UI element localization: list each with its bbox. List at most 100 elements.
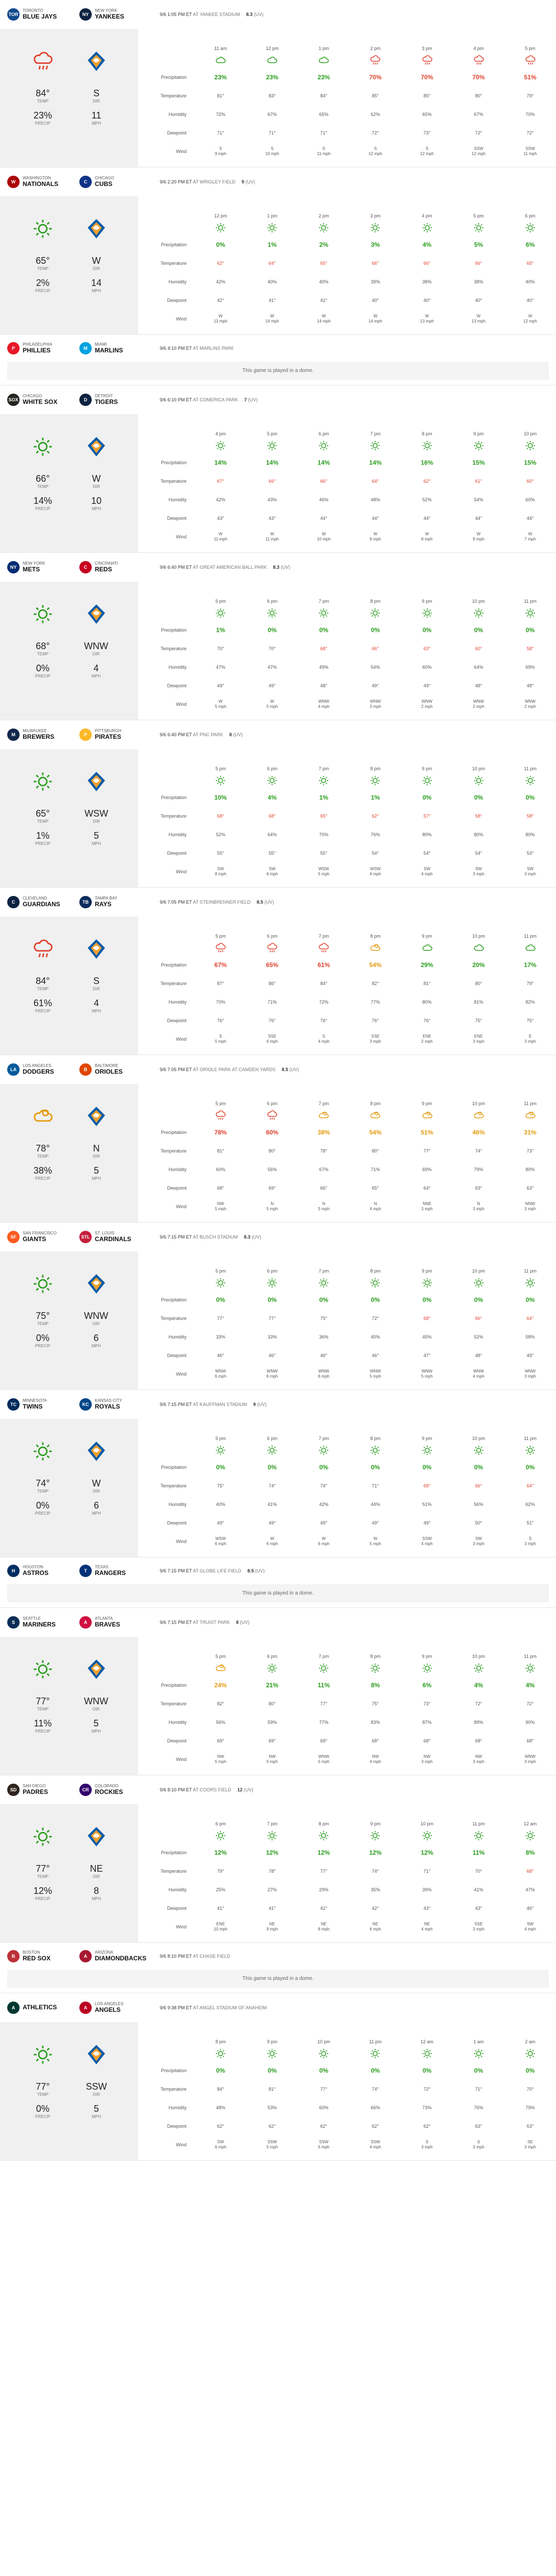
wind-dir: ENE [216,1921,225,1926]
humidity-value: 52% [216,832,226,837]
summary-temp-col: 68° TEMP 0% PRECIP [31,602,55,686]
wind-speed: 9 mph [214,151,227,156]
away-team[interactable]: LA LOS ANGELES DODGERS [7,1063,79,1076]
temp-value: 68° [268,814,276,819]
home-team[interactable]: P PITTSBURGH PIRATES [79,728,151,741]
wind-dir: SSE [371,1033,380,1039]
dewpoint-value: 68° [372,1738,379,1743]
home-team[interactable]: KC KANSAS CITY ROYALS [79,1398,151,1411]
away-team[interactable]: P PHILADELPHIA PHILLIES [7,342,79,354]
team-name: ARIZONA DIAMONDBACKS [95,1950,146,1962]
home-team[interactable]: B BALTIMORE ORIOLES [79,1063,151,1076]
home-team[interactable]: TB TAMPA BAY RAYS [79,896,151,908]
away-team[interactable]: SF SAN FRANCISCO GIANTS [7,1231,79,1243]
team-logo-icon: D [79,394,92,406]
dewpoint-value: 62° [268,2124,276,2129]
home-team[interactable]: M MIAMI MARLINS [79,342,151,354]
away-team[interactable]: A ATHLETICS [7,2002,79,2014]
sun-icon [453,439,504,452]
temp-row: Temperature 70° 70° 68° 66° 63° 60° 58° [138,639,556,658]
precip-value: 0% [526,1296,535,1303]
away-team[interactable]: H HOUSTON ASTROS [7,1565,79,1577]
home-team[interactable]: A ARIZONA DIAMONDBACKS [79,1950,151,1962]
summary-precip-label: PRECIP [35,1176,50,1181]
wind-speed: 11 mph [214,537,228,541]
hour-label: 12 pm [265,46,279,51]
time-row: 5 pm 6 pm 7 pm 8 pm 9 pm 10 pm 11 pm [138,1652,556,1660]
home-team[interactable]: C CINCINNATI REDS [79,561,151,573]
summary-dir-label: DIR [93,266,100,271]
uv-label: (UV) [280,565,291,570]
wind-value: NW 5 mph [195,1201,246,1212]
home-team[interactable]: C CHICAGO CUBS [79,176,151,188]
sun-icon [31,1825,55,1849]
away-team[interactable]: SD SAN DIEGO PADRES [7,1784,79,1796]
away-team[interactable]: C CLEVELAND GUARDIANS [7,896,79,908]
team-nickname: METS [23,565,40,573]
summary-temp-label: TEMP [37,1488,49,1494]
team-name: SAN FRANCISCO GIANTS [23,1231,57,1243]
game-meta: 9/6 7:05 PM ET AT STEINBRENNER FIELD 8.5 … [160,900,274,905]
team-logo-abbr: P [83,732,87,737]
humidity-label: Humidity [168,1167,187,1172]
wind-value: NW 5 mph [246,1754,298,1765]
home-team[interactable]: T TEXAS RANGERS [79,1565,151,1577]
game-time: 9/6 7:05 PM ET [160,1067,192,1072]
summary-temp: 66° [36,473,50,484]
sun-icon [504,2047,556,2060]
summary-speed-label: MPH [92,841,101,846]
hour-label: 5 pm [473,213,484,218]
away-team[interactable]: SOX CHICAGO WHITE SOX [7,394,79,406]
precip-value: 0% [267,1296,277,1303]
wind-dir: NW [217,1201,224,1206]
humidity-value: 80% [422,999,432,1005]
home-team[interactable]: A ATLANTA BRAVES [79,1616,151,1629]
humidity-value: 48% [216,2105,226,2110]
summary-wind-dir: S [93,976,99,986]
dewpoint-value: 43° [268,516,276,521]
dewpoint-value: 49° [423,683,431,688]
away-team[interactable]: M MILWAUKEE BREWERS [7,728,79,741]
away-team[interactable]: TC MINNESOTA TWINS [7,1398,79,1411]
venue: AT BUSCH STADIUM [193,1234,238,1240]
temp-value: 80° [268,1701,276,1706]
dewpoint-value: 49° [217,1520,224,1526]
home-team[interactable]: STL ST. LOUIS CARDINALS [79,1231,151,1243]
wind-speed: 4 mph [421,1541,433,1546]
away-team[interactable]: W WASHINGTON NATIONALS [7,176,79,188]
away-team[interactable]: S SEATTLE MARINERS [7,1616,79,1629]
game-body: 78° TEMP 38% PRECIP N DIR 5 MPH 5 pm 6 pm 7 pm 8 pm… [0,1084,556,1222]
summary-precip: 0% [36,1500,49,1511]
team-name: ATLANTA BRAVES [95,1616,120,1628]
dewpoint-value: 63° [475,2124,482,2129]
wind-speed: 9 mph [266,1927,278,1931]
game-header: H HOUSTON ASTROS T TEXAS RANGERS 9/6 7:15 PM E… [0,1557,556,1584]
home-team[interactable]: CR COLORADO ROCKIES [79,1784,151,1796]
team-logo-icon: B [7,1950,20,1962]
temp-value: 80° [372,1148,379,1154]
humidity-value: 60% [422,665,432,670]
wind-speed: 13 mph [420,319,434,324]
home-team[interactable]: NY NEW YORK YANKEES [79,8,151,21]
wind-dir: S [425,2139,429,2144]
temp-value: 77° [320,1701,328,1706]
hour-label: 1 pm [318,46,329,51]
precip-value: 46% [472,1129,485,1136]
home-team[interactable]: A LOS ANGELES ANGELS [79,2002,151,2014]
home-team[interactable]: D DETROIT TIGERS [79,394,151,406]
wind-dir: W [218,531,223,536]
summary-panel: 74° TEMP 0% PRECIP W DIR 6 MPH [0,1419,138,1557]
away-team[interactable]: NY NEW YORK METS [7,561,79,573]
sun-icon [31,217,55,241]
hour-label: 8 pm [318,1821,329,1826]
team-logo-abbr: NY [10,565,17,570]
precip-value: 0% [474,2067,483,2074]
temp-value: 74° [475,1148,482,1154]
dewpoint-value: 64° [423,1185,431,1191]
away-team[interactable]: TOR TORONTO BLUE JAYS [7,8,79,21]
summary-temp: 68° [36,641,50,651]
wind-dir: WNW [215,1368,226,1374]
humidity-value: 89% [474,1720,483,1725]
away-team[interactable]: B BOSTON RED SOX [7,1950,79,1962]
